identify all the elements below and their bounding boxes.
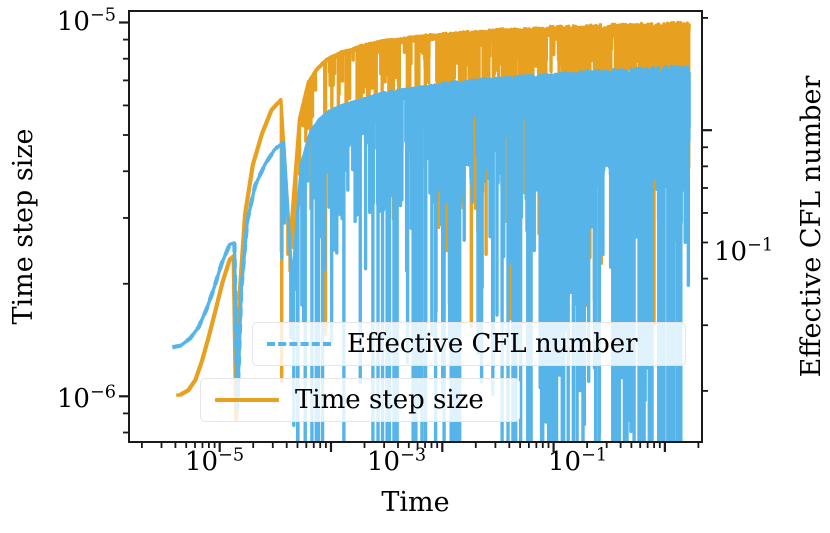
legend-time-step-size[interactable]: Time step size: [200, 378, 520, 422]
tick-mantissa: 10: [56, 384, 90, 414]
legend-solid-line-icon: [215, 398, 279, 402]
tick-mantissa: 10: [367, 447, 401, 477]
tick-exponent: −5: [218, 445, 245, 466]
y-axis-left-tick-label: 10−5: [57, 7, 116, 37]
legend-effective-cfl-number[interactable]: Effective CFL number: [252, 322, 686, 366]
y-axis-right-tick-label: 10−1: [714, 237, 773, 267]
legend-dashed-line-icon: [267, 342, 331, 346]
y-axis-left-tick-label: 10−6: [57, 384, 116, 414]
tick-mantissa: 10: [56, 7, 90, 37]
data-curves: [171, 20, 691, 441]
tick-mantissa: 10: [714, 237, 748, 267]
legend-label: Effective CFL number: [347, 329, 638, 359]
tick-exponent: −3: [400, 445, 427, 466]
tick-mantissa: 10: [185, 447, 219, 477]
tick-exponent: −5: [89, 5, 116, 26]
tick-exponent: −1: [747, 235, 774, 256]
tick-mantissa: 10: [548, 447, 582, 477]
legend-label: Time step size: [295, 385, 484, 415]
plot-area: [128, 10, 703, 443]
tick-exponent: −1: [581, 445, 608, 466]
y-axis-left-title: Time step size: [8, 128, 39, 325]
x-axis-tick-label: 10−3: [367, 447, 426, 477]
x-axis-tick-label: 10−1: [548, 447, 607, 477]
x-axis-tick-label: 10−5: [185, 447, 244, 477]
tick-exponent: −6: [89, 382, 116, 403]
series-effective-cfl-number: [171, 64, 691, 441]
y-axis-right-title: Effective CFL number: [796, 75, 827, 378]
x-axis-title: Time: [381, 487, 450, 518]
